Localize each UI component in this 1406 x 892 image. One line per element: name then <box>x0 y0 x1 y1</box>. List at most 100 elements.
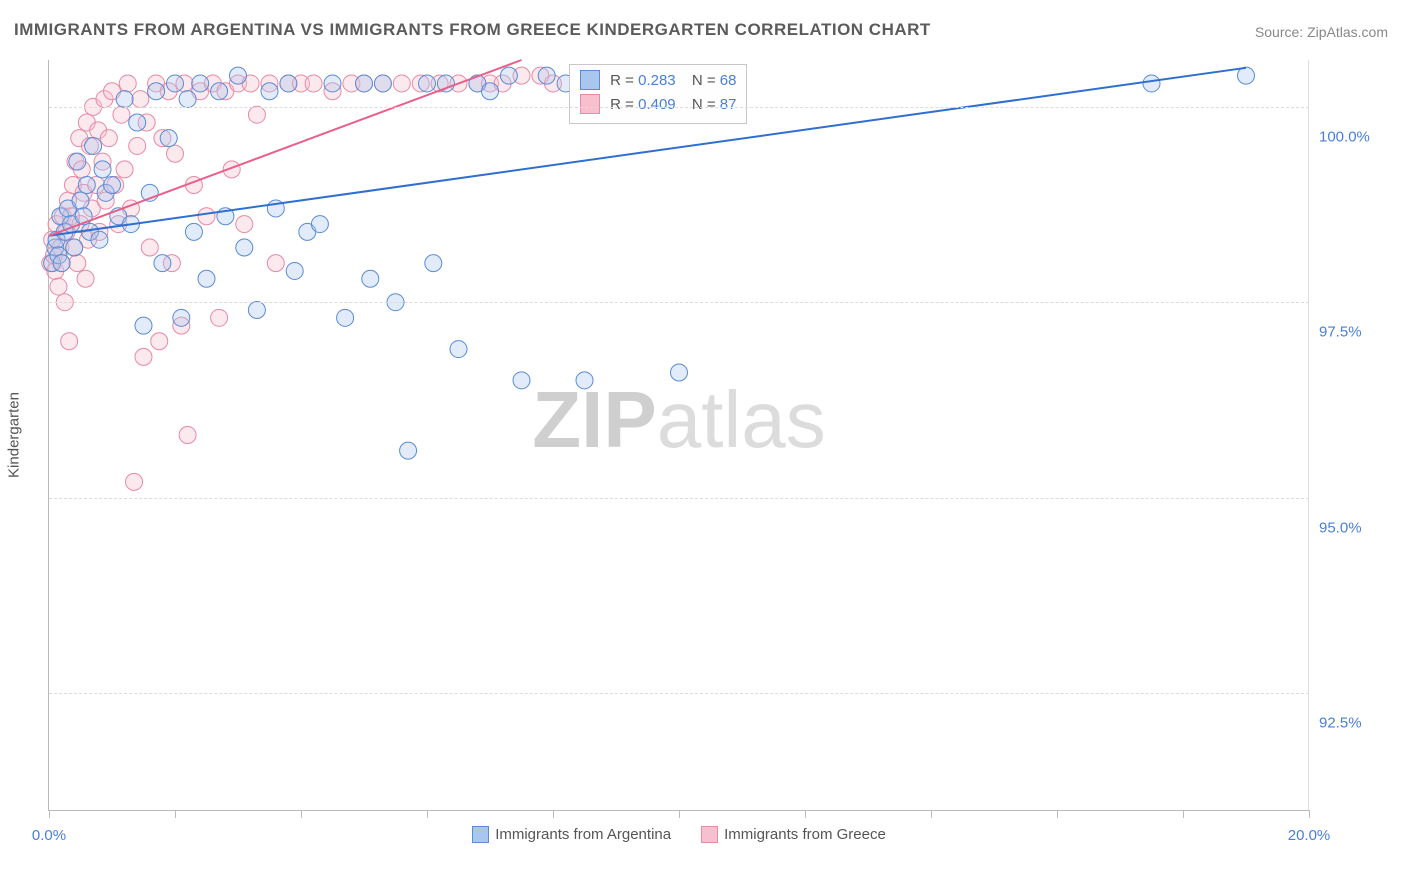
y-tick-label: 95.0% <box>1319 519 1379 536</box>
scatter-point <box>248 302 265 319</box>
scatter-point <box>198 270 215 287</box>
scatter-svg <box>49 60 1309 810</box>
scatter-point <box>425 255 442 272</box>
scatter-point <box>151 333 168 350</box>
stats-row: R = 0.283 N = 68 <box>580 69 736 93</box>
n-label: N = <box>688 96 720 113</box>
scatter-point <box>356 75 373 92</box>
r-value: 0.409 <box>638 96 676 113</box>
scatter-point <box>113 106 130 123</box>
scatter-point <box>482 83 499 100</box>
scatter-point <box>393 75 410 92</box>
scatter-point <box>1143 75 1160 92</box>
scatter-point <box>50 278 67 295</box>
scatter-point <box>236 216 253 233</box>
x-tick <box>175 810 176 818</box>
gridline <box>49 107 1309 108</box>
x-tick-label: 20.0% <box>1288 827 1331 844</box>
chart-title: IMMIGRANTS FROM ARGENTINA VS IMMIGRANTS … <box>14 20 931 40</box>
scatter-point <box>280 75 297 92</box>
x-tick <box>427 810 428 818</box>
x-tick <box>931 810 932 818</box>
scatter-point <box>66 239 83 256</box>
gridline <box>49 302 1309 303</box>
scatter-point <box>69 153 86 170</box>
scatter-point <box>236 239 253 256</box>
scatter-point <box>129 137 146 154</box>
y-tick-label: 92.5% <box>1319 714 1379 731</box>
scatter-point <box>500 67 517 84</box>
series-swatch <box>472 826 489 843</box>
scatter-point <box>141 239 158 256</box>
scatter-point <box>167 75 184 92</box>
scatter-point <box>286 262 303 279</box>
x-tick-label: 0.0% <box>32 827 66 844</box>
r-label: R = <box>606 96 638 113</box>
scatter-point <box>576 372 593 389</box>
scatter-point <box>230 67 247 84</box>
scatter-point <box>94 161 111 178</box>
n-value: 68 <box>720 72 737 89</box>
stats-legend-box: R = 0.283 N = 68 R = 0.409 N = 87 <box>569 64 747 124</box>
gridline <box>49 693 1309 694</box>
r-value: 0.283 <box>638 72 676 89</box>
scatter-point <box>160 130 177 147</box>
scatter-point <box>261 83 278 100</box>
scatter-point <box>513 372 530 389</box>
scatter-point <box>324 75 341 92</box>
scatter-point <box>1238 67 1255 84</box>
gridline <box>49 498 1309 499</box>
x-tick <box>1183 810 1184 818</box>
scatter-point <box>53 255 70 272</box>
scatter-point <box>85 137 102 154</box>
scatter-point <box>116 161 133 178</box>
scatter-point <box>538 67 555 84</box>
scatter-point <box>69 255 86 272</box>
legend-label: Immigrants from Greece <box>724 826 886 843</box>
scatter-point <box>311 216 328 233</box>
scatter-point <box>77 270 94 287</box>
scatter-point <box>135 348 152 365</box>
plot-area: ZIPatlas R = 0.283 N = 68 R = 0.409 N = … <box>48 60 1309 811</box>
scatter-point <box>135 317 152 334</box>
scatter-point <box>129 114 146 131</box>
scatter-point <box>61 333 78 350</box>
x-tick <box>1309 810 1310 818</box>
scatter-point <box>119 75 136 92</box>
series-swatch <box>580 70 600 90</box>
scatter-point <box>211 83 228 100</box>
scatter-point <box>248 106 265 123</box>
y-tick-label: 97.5% <box>1319 324 1379 341</box>
x-tick <box>301 810 302 818</box>
y-axis-label: Kindergarten <box>6 392 23 478</box>
x-tick <box>1057 810 1058 818</box>
stats-row: R = 0.409 N = 87 <box>580 93 736 117</box>
scatter-point <box>400 442 417 459</box>
scatter-point <box>173 309 190 326</box>
series-swatch <box>580 94 600 114</box>
scatter-point <box>419 75 436 92</box>
scatter-point <box>167 145 184 162</box>
scatter-point <box>185 223 202 240</box>
scatter-point <box>100 130 117 147</box>
y-tick-label: 100.0% <box>1319 128 1379 145</box>
legend-label: Immigrants from Argentina <box>495 826 671 843</box>
legend-item: Immigrants from Greece <box>701 826 886 844</box>
x-tick <box>805 810 806 818</box>
scatter-point <box>116 91 133 108</box>
scatter-point <box>148 83 165 100</box>
scatter-point <box>132 91 149 108</box>
scatter-point <box>104 177 121 194</box>
source-attribution: Source: ZipAtlas.com <box>1255 24 1388 40</box>
bottom-legend: Immigrants from Argentina Immigrants from… <box>49 826 1309 844</box>
scatter-point <box>72 192 89 209</box>
scatter-point <box>337 309 354 326</box>
scatter-point <box>78 177 95 194</box>
legend-item: Immigrants from Argentina <box>472 826 671 844</box>
scatter-point <box>362 270 379 287</box>
scatter-point <box>305 75 322 92</box>
x-tick <box>553 810 554 818</box>
scatter-point <box>211 309 228 326</box>
n-value: 87 <box>720 96 737 113</box>
scatter-point <box>198 208 215 225</box>
